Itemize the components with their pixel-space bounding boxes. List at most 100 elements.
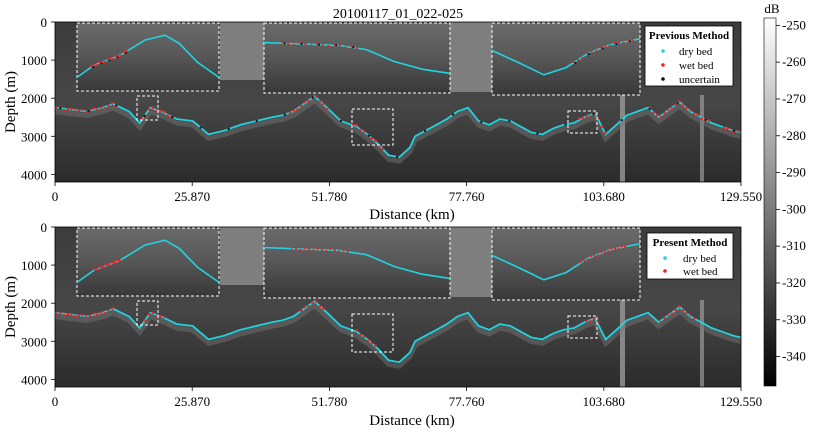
inset-wet-point (617, 247, 620, 251)
inset-wet-point (603, 250, 606, 253)
inset-wet-point (333, 249, 336, 252)
wet-bed-point (99, 106, 103, 109)
uncertain-point (732, 129, 736, 132)
wet-bed-point (55, 312, 58, 315)
wet-bed-point (581, 117, 585, 120)
uncertain-point (676, 102, 679, 105)
inset-wet-point (298, 41, 301, 45)
inset-bed-line (76, 34, 220, 79)
inset-group (76, 22, 641, 96)
wet-bed-point (84, 111, 88, 114)
inset-wet-point (110, 261, 113, 264)
inset-wet-point (613, 247, 617, 250)
inset-wet-point (338, 44, 341, 47)
wet-bed-point (729, 130, 733, 133)
wet-bed-point (370, 342, 374, 345)
inset-wet-point (109, 57, 112, 61)
uncertain-point (255, 119, 258, 122)
zoom-inset (263, 227, 451, 299)
uncertain-point (536, 132, 539, 135)
inset-uncertain-point (300, 42, 303, 46)
wet-bed-point (663, 111, 666, 115)
colorbar-tick-label: -250 (782, 17, 806, 32)
zoom-box (567, 110, 598, 134)
legend-marker-dry (663, 256, 667, 260)
wet-bed-point (73, 314, 77, 318)
legend-box (646, 232, 734, 280)
wet-bed-point (92, 107, 95, 110)
wet-bed-point (303, 305, 307, 309)
wet-bed-point (77, 314, 81, 317)
inset-wet-point (608, 44, 611, 47)
inset-wet-point (108, 264, 112, 267)
x-axis-label: Distance (km) (369, 207, 454, 223)
y-tick-label: 3000 (21, 129, 47, 144)
wet-bed-point (299, 309, 303, 313)
inset-wet-point (589, 254, 593, 258)
inset-wet-point (303, 246, 306, 250)
wet-bed-point (726, 126, 729, 130)
inset-wet-point (295, 247, 298, 250)
colorbar-tick-label: -260 (782, 54, 806, 69)
wet-bed-point (159, 314, 162, 318)
x-tick-label: 0 (52, 189, 59, 204)
chart-title: 20100117_01_022-025 (333, 7, 463, 22)
inset-wet-point (114, 261, 117, 265)
wet-bed-point (66, 108, 69, 111)
wet-bed-point (107, 104, 110, 108)
colorbar-tick-label: -280 (782, 128, 806, 143)
inset-bed-line (263, 246, 451, 280)
wet-bed-point (663, 316, 666, 320)
panel-previous: Previous Method dry bed wet bed uncertai… (3, 15, 762, 223)
panel-present: Present Method dry bed wet bed 0 25.870 51… (3, 220, 762, 429)
inset-wet-point (596, 254, 600, 257)
zoom-box (567, 315, 598, 339)
wet-bed-point (144, 319, 147, 323)
wet-bed-point (296, 108, 299, 111)
inset-uncertain-point (588, 52, 591, 56)
inset-wet-point (114, 54, 118, 58)
dry-bed-line (55, 95, 741, 159)
surface-band (450, 227, 492, 297)
wet-bed-point (689, 313, 692, 317)
wet-bed-point (585, 319, 588, 323)
colorbar-ticks: -250 -260 -270 -280 -290 -300 -310 -320 -330 -340 (776, 17, 806, 364)
wet-bed-point (55, 107, 58, 110)
inset-wet-point (329, 247, 332, 251)
uncertain-point (59, 107, 62, 110)
wet-bed-point (603, 131, 607, 135)
wet-bed-point (88, 314, 92, 317)
inset-uncertain-point (335, 44, 338, 47)
inset-uncertain-point (628, 40, 632, 43)
inset-wet-point (337, 250, 341, 253)
wet-bed-point (678, 304, 681, 308)
inset-wet-point (595, 49, 598, 53)
inset-wet-point (106, 57, 109, 61)
uncertain-point (648, 108, 651, 111)
inset-wet-point (626, 39, 630, 42)
inset-wet-point (100, 60, 104, 64)
inset-wet-point (332, 43, 336, 46)
uncertain-point (311, 96, 314, 99)
inset-wet-point (312, 249, 315, 252)
inset-wet-point (610, 247, 613, 250)
inset-bed-line (491, 38, 641, 76)
wet-bed-point (589, 320, 592, 323)
inset-wet-point (355, 47, 359, 50)
inset-wet-point (117, 54, 120, 58)
inset-uncertain-point (283, 42, 286, 45)
inset-wet-point (90, 65, 93, 68)
inset-wet-point (604, 45, 607, 48)
inset-wet-point (342, 249, 345, 252)
wet-bed-point (307, 100, 310, 103)
wet-bed-point (151, 311, 155, 315)
wet-bed-point (77, 109, 81, 112)
inset-wet-point (579, 260, 582, 264)
y-tick-label: 4000 (21, 372, 47, 387)
uncertain-point (704, 118, 707, 121)
wet-bed-point (148, 108, 151, 111)
inset-wet-point (325, 249, 328, 253)
uncertain-point (227, 127, 230, 131)
y-axis-label: Depth (m) (3, 71, 19, 133)
zoom-inset (491, 227, 641, 301)
